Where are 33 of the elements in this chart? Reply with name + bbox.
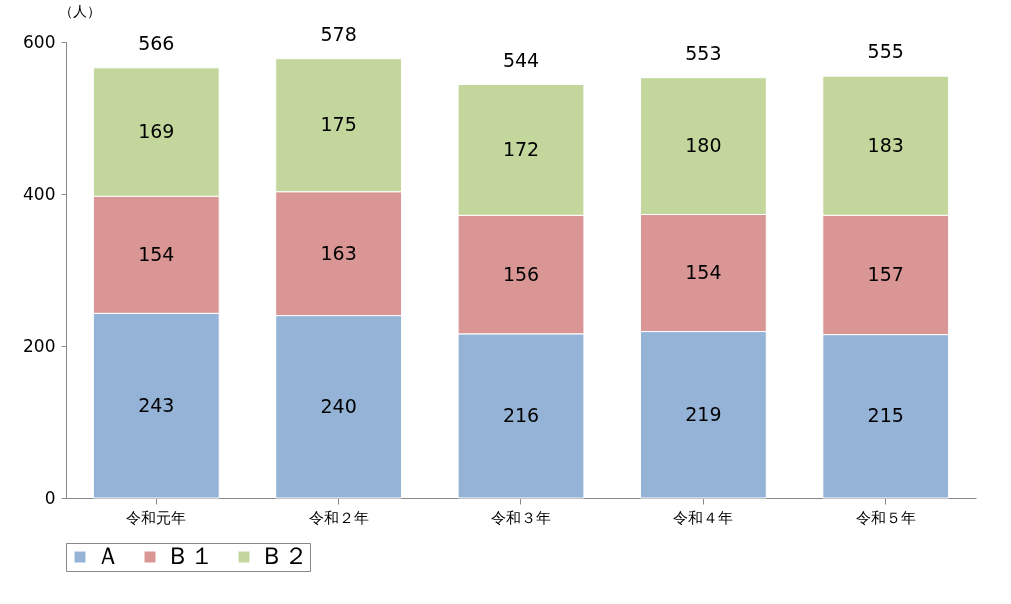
legend-label: Ｂ２ <box>260 542 308 570</box>
y-tick-label: 200 <box>23 335 56 356</box>
data-label: 219 <box>685 402 722 425</box>
x-tick-label: 令和元年 <box>126 508 187 527</box>
total-label: 566 <box>138 31 175 54</box>
data-label: 180 <box>685 134 722 157</box>
data-label: 157 <box>867 262 904 285</box>
legend-label: Ｂ１ <box>166 542 214 570</box>
total-label: 555 <box>867 40 904 63</box>
data-label: 156 <box>502 262 540 285</box>
x-tick-label: 令和２年 <box>308 508 369 527</box>
legend-label: Ａ <box>96 542 120 570</box>
data-label: 240 <box>320 394 357 417</box>
data-label: 154 <box>138 242 175 265</box>
data-label: 175 <box>320 113 357 136</box>
data-label: 183 <box>867 133 904 156</box>
total-label: 553 <box>685 41 722 64</box>
data-label: 216 <box>502 403 540 426</box>
total-label: 578 <box>320 22 357 45</box>
data-label: 215 <box>867 404 904 427</box>
x-tick-label: 令和３年 <box>491 508 551 527</box>
y-tick-label: 400 <box>23 183 56 204</box>
x-tick-label: 令和５年 <box>855 508 916 527</box>
data-label: 154 <box>685 261 722 284</box>
total-label: 544 <box>502 48 540 71</box>
y-tick-label: 600 <box>23 31 56 52</box>
data-label: 169 <box>138 120 175 143</box>
y-tick-label: 0 <box>44 487 56 508</box>
x-tick-label: 令和４年 <box>673 508 734 527</box>
data-label: 163 <box>320 241 357 264</box>
y-axis-title: （人） <box>58 2 101 19</box>
data-label: 243 <box>138 393 175 416</box>
data-label: 172 <box>502 137 540 160</box>
